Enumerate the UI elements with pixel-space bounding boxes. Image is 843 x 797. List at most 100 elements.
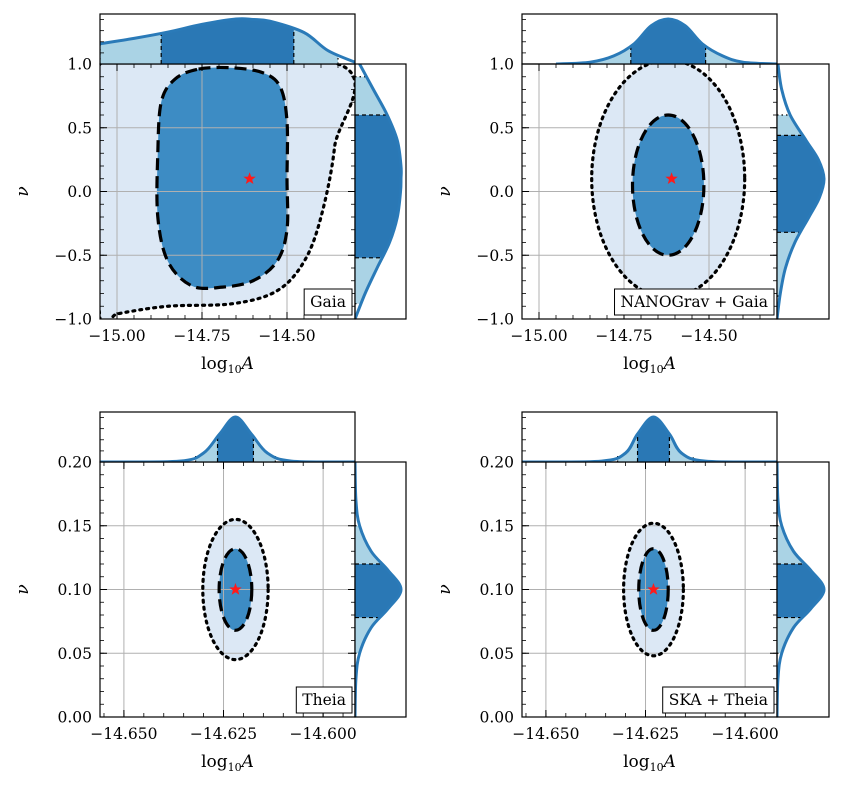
y-tick-label: −1.0 xyxy=(54,311,92,329)
marginal-top-inner-fill xyxy=(217,417,254,462)
legend-box xyxy=(303,288,353,316)
marginal-right-inner-fill xyxy=(777,564,824,618)
y-axis-label: ν xyxy=(435,186,455,196)
x-tick-label: −14.625 xyxy=(612,725,679,743)
marginal-right-frame xyxy=(776,63,830,320)
marginal-top-curve xyxy=(555,17,777,64)
marginal-top-inner-fill xyxy=(637,417,670,462)
y-tick-label: 0.00 xyxy=(57,709,92,727)
marginal-right-inner-fill xyxy=(777,135,825,233)
x-tick-label: −14.650 xyxy=(90,725,157,743)
marginal-top-curve xyxy=(100,17,355,64)
inner-credible-region xyxy=(156,67,288,289)
y-tick-label: −1.0 xyxy=(476,311,514,329)
marginal-top-fills xyxy=(555,17,777,64)
marginal-top-inner-fill xyxy=(161,18,294,64)
y-tick-label: 0.10 xyxy=(479,581,514,599)
x-tick-label: −14.650 xyxy=(512,725,579,743)
y-tick-label: 0.05 xyxy=(479,645,514,663)
y-tick-label: 0.5 xyxy=(67,119,92,137)
y-tick-label: 0.0 xyxy=(67,183,92,201)
panel-bottom-right: −14.650 −14.625 −14.600 0.00 0.05 0.10 0.15 0.2… xyxy=(435,411,830,774)
marginal-right-inner-fill xyxy=(355,564,401,618)
legend-box xyxy=(662,686,775,714)
marginal-right-frame xyxy=(354,461,407,718)
truth-star-marker xyxy=(647,583,660,595)
y-tick-label: −0.5 xyxy=(476,247,514,265)
marginal-right-curve xyxy=(355,462,403,717)
y-tick-label: 0.15 xyxy=(57,517,92,535)
marginal-top-fills xyxy=(522,415,777,462)
marginal-top-frame xyxy=(521,13,778,65)
legend-label: NANOGrav + Gaia xyxy=(621,293,768,311)
truth-star-marker xyxy=(665,172,678,185)
marginal-right-curve xyxy=(777,462,826,717)
panel-top-right: −15.00 −14.75 −14.50 −1.0 −0.5 0.0 0.5 1.0 log10… xyxy=(435,13,830,376)
marginal-right xyxy=(776,461,830,718)
legend-label: Gaia xyxy=(310,293,346,311)
x-tick-label: −14.50 xyxy=(680,327,737,345)
inner-contour-dashed xyxy=(155,65,290,291)
marginal-top-inner-fill xyxy=(630,19,706,64)
panel-top-left: −15.00 −14.75 −14.50 −1.0 −0.5 0.0 0.5 1.0 log10… xyxy=(13,13,407,376)
x-tick-label: −14.625 xyxy=(190,725,257,743)
truth-star-marker xyxy=(229,583,242,595)
marginal-top xyxy=(99,13,356,65)
marginal-top-frame xyxy=(521,411,778,463)
marginal-right-fills xyxy=(355,64,403,319)
marginal-right-curve xyxy=(355,64,403,319)
marginal-top-curve xyxy=(522,415,777,462)
legend-box xyxy=(614,288,775,316)
plot-area xyxy=(522,462,777,717)
x-axis-label: log10A xyxy=(623,752,676,774)
plot-area xyxy=(100,64,355,319)
truth-star-marker xyxy=(243,172,256,185)
y-tick-label: −0.5 xyxy=(54,247,92,265)
legend-box xyxy=(295,686,353,714)
y-axis-label: ν xyxy=(13,186,33,196)
y-axis-label: ν xyxy=(435,584,455,594)
outer-contour-dotted xyxy=(100,64,355,319)
marginal-top xyxy=(521,411,778,463)
x-tick-label: −14.75 xyxy=(595,327,652,345)
x-axis-label: log10A xyxy=(201,354,254,376)
y-tick-label: 0.05 xyxy=(57,645,92,663)
y-tick-label: 0.00 xyxy=(479,709,514,727)
marginal-right xyxy=(354,461,407,718)
y-tick-label: 0.0 xyxy=(489,183,514,201)
y-tick-label: 1.0 xyxy=(489,56,514,74)
y-tick-label: 0.20 xyxy=(479,454,514,472)
x-tick-label: −14.600 xyxy=(290,725,357,743)
marginal-right xyxy=(354,63,407,320)
panel-bottom-left: −14.650 −14.625 −14.600 0.00 0.05 0.10 0.15 0.2… xyxy=(13,411,407,774)
marginal-top-curve xyxy=(100,415,355,462)
x-tick-label: −14.50 xyxy=(258,327,315,345)
plot-area xyxy=(100,462,355,717)
inner-contour-dashed xyxy=(630,113,706,257)
marginal-right-curve xyxy=(777,64,826,319)
y-axis-label: ν xyxy=(13,584,33,594)
y-tick-label: 0.5 xyxy=(489,119,514,137)
marginal-right-fills xyxy=(777,64,826,319)
marginal-right-fills xyxy=(777,462,826,717)
inner-contour-dashed xyxy=(217,547,254,632)
outer-contour-dotted xyxy=(622,521,685,658)
marginal-right xyxy=(776,63,830,320)
x-tick-label: −15.00 xyxy=(510,327,567,345)
marginal-top-fills xyxy=(100,17,355,64)
inner-credible-region xyxy=(632,115,704,256)
x-tick-label: −14.600 xyxy=(712,725,779,743)
x-axis-label: log10A xyxy=(623,354,676,376)
marginal-right-frame xyxy=(354,63,407,320)
x-tick-label: −15.00 xyxy=(88,327,145,345)
marginal-top-frame xyxy=(99,13,356,65)
marginal-top-frame xyxy=(99,411,356,463)
marginal-right-frame xyxy=(776,461,830,718)
marginal-top xyxy=(521,13,778,65)
marginal-top xyxy=(99,411,356,463)
y-tick-label: 0.15 xyxy=(479,517,514,535)
marginal-right-fills xyxy=(355,462,403,717)
plot-area xyxy=(522,64,777,319)
y-tick-label: 0.20 xyxy=(57,454,92,472)
y-tick-label: 1.0 xyxy=(67,56,92,74)
